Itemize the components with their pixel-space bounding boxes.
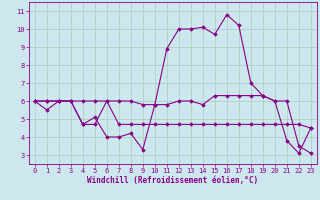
X-axis label: Windchill (Refroidissement éolien,°C): Windchill (Refroidissement éolien,°C) — [87, 176, 258, 185]
